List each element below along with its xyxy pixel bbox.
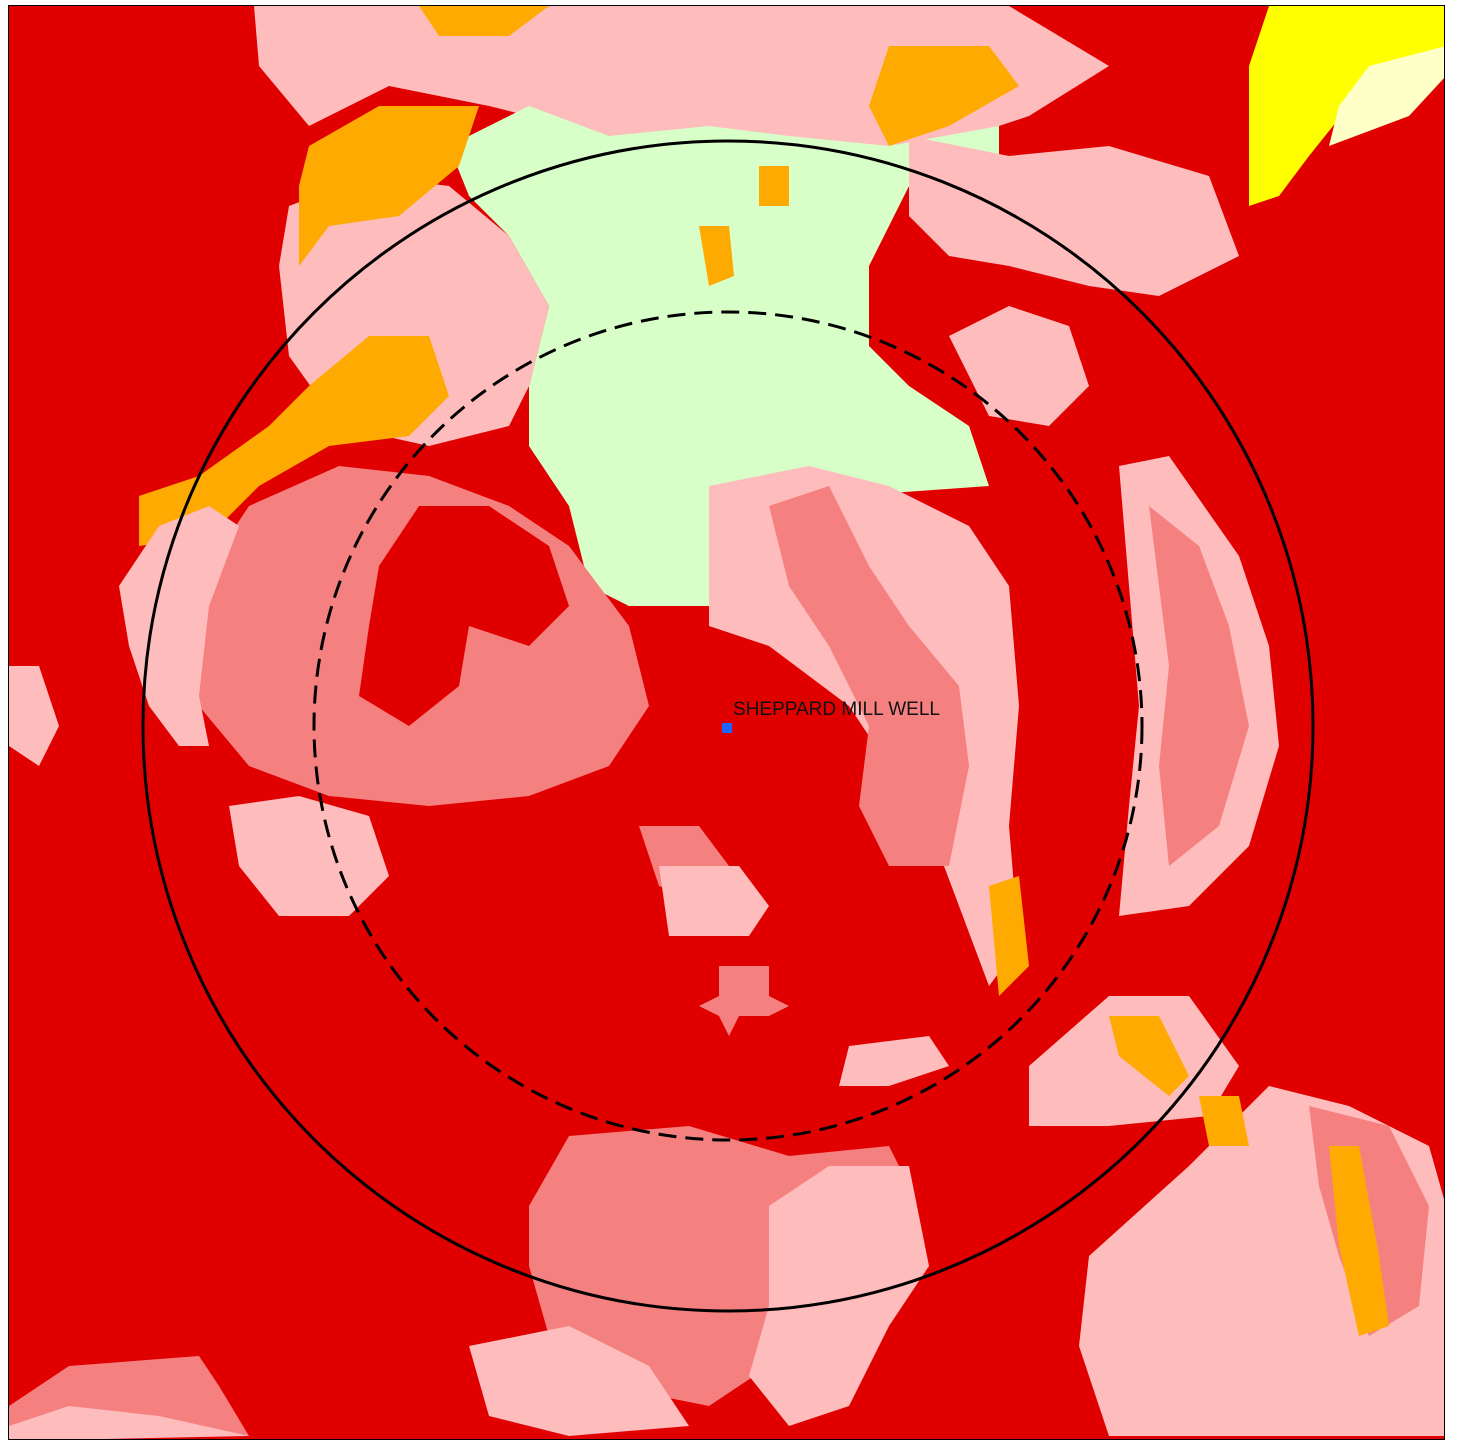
inner-radius-ring xyxy=(312,310,1144,1142)
land-zone-pink-southwest-corner xyxy=(9,1406,249,1439)
land-zone-salmon-inner-cross xyxy=(699,966,789,1036)
land-zone-cream-northeast xyxy=(1329,46,1444,146)
land-cover-layer xyxy=(9,6,1444,1439)
land-cover-map[interactable]: SHEPPARD MILL WELL xyxy=(8,5,1445,1440)
land-zone-pink-far-west xyxy=(9,666,59,766)
land-zone-red-west-core xyxy=(359,506,569,726)
land-zone-orange-top xyxy=(419,6,549,36)
land-zone-orange-north-1 xyxy=(869,46,1019,146)
land-zone-pink-southwest xyxy=(229,796,389,916)
land-zone-pink-south xyxy=(749,1166,929,1426)
land-zone-orange-southeast-1 xyxy=(1109,1016,1189,1096)
land-zone-orange-southeast-2 xyxy=(1329,1146,1389,1336)
land-zone-pink-west-outer xyxy=(119,506,239,746)
land-zone-orange-southeast-3 xyxy=(1199,1096,1249,1146)
well-marker[interactable] xyxy=(722,723,732,733)
land-zone-pink-south-west xyxy=(469,1326,689,1436)
map-canvas: SHEPPARD MILL WELL xyxy=(9,6,1444,1439)
land-zone-pink-south-east-inner xyxy=(839,1036,949,1086)
land-zone-pink-northeast xyxy=(909,136,1239,296)
land-zone-orange-northwest xyxy=(299,106,479,266)
land-zone-orange-north-3 xyxy=(759,166,789,206)
land-zone-orange-east xyxy=(989,876,1029,996)
well-label: SHEPPARD MILL WELL xyxy=(733,699,940,720)
land-zone-orange-north-2 xyxy=(699,226,734,286)
land-zone-orange-west xyxy=(139,336,449,546)
land-zone-salmon-east-band xyxy=(1149,506,1249,866)
land-zone-pink-inner-south xyxy=(659,866,769,936)
land-zone-salmon-center-east xyxy=(769,486,969,866)
outer-radius-ring xyxy=(141,139,1315,1313)
land-zone-pink-east-upper xyxy=(949,306,1089,426)
